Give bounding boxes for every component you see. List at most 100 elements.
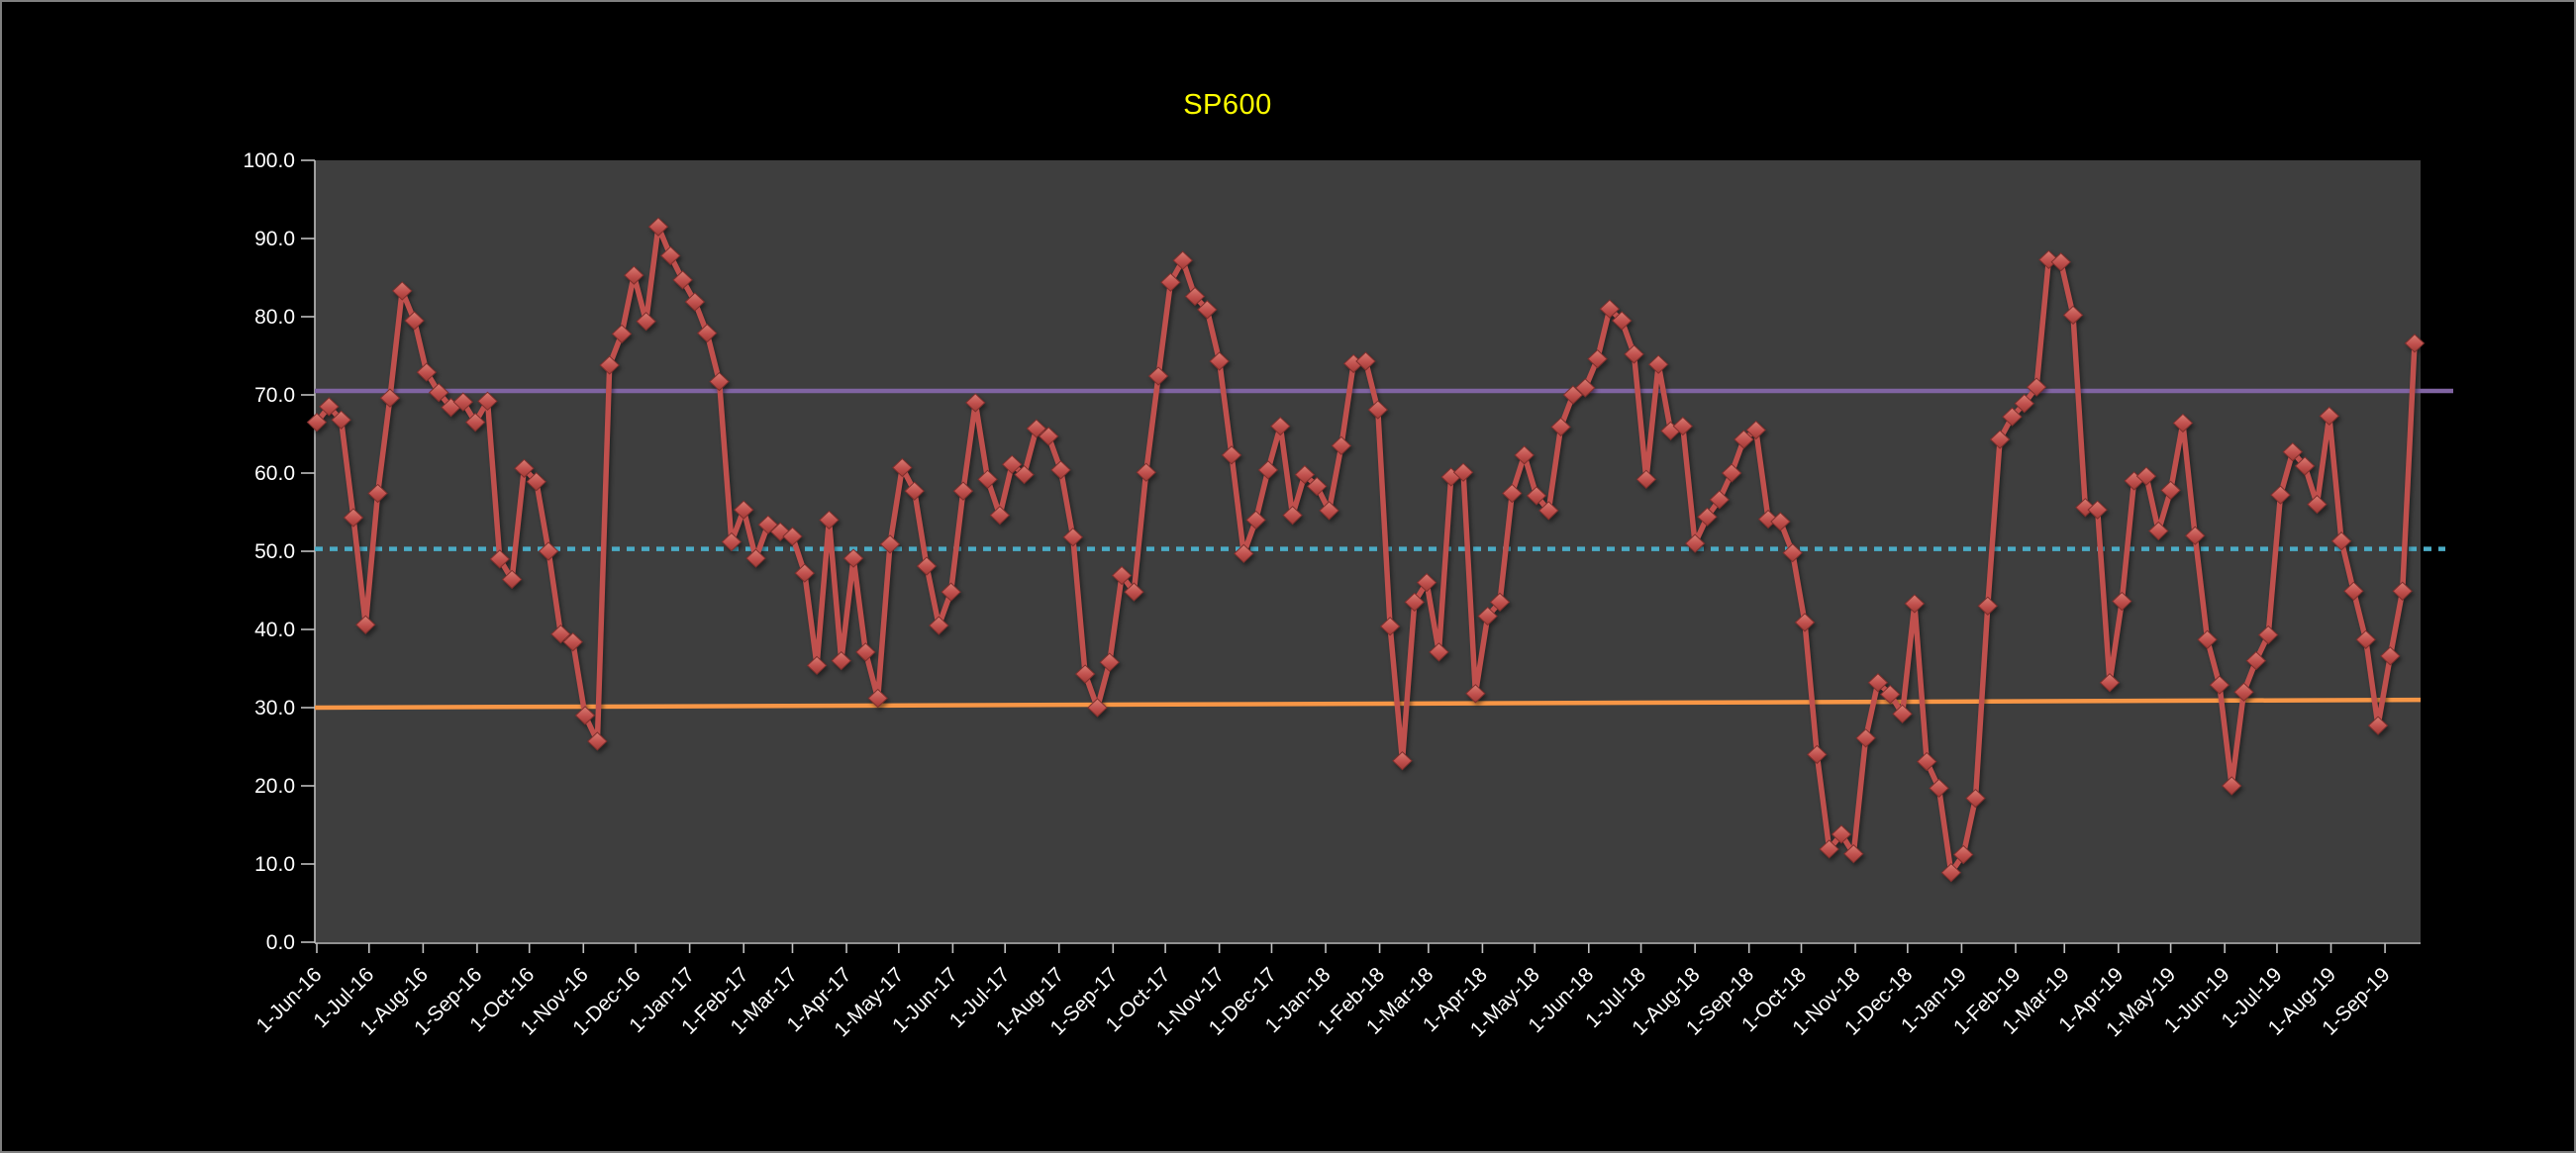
data-point-marker[interactable] — [819, 510, 840, 530]
data-point-marker[interactable] — [745, 548, 766, 568]
data-point-marker[interactable] — [1672, 416, 1694, 436]
data-point-marker[interactable] — [1221, 445, 1242, 465]
data-point-marker[interactable] — [952, 481, 974, 501]
data-point-marker[interactable] — [2026, 377, 2047, 397]
data-point-marker[interactable] — [489, 549, 511, 569]
data-point-marker[interactable] — [1465, 684, 1486, 704]
data-point-marker[interactable] — [1647, 354, 1669, 374]
data-point-marker[interactable] — [2160, 480, 2181, 501]
data-point-marker[interactable] — [1002, 454, 1023, 474]
data-point-marker[interactable] — [697, 323, 718, 343]
data-point-marker[interactable] — [1892, 704, 1913, 724]
data-point-marker[interactable] — [855, 642, 876, 662]
data-point-marker[interactable] — [1538, 501, 1559, 521]
data-point-marker[interactable] — [806, 655, 828, 676]
data-point-marker[interactable] — [929, 616, 949, 635]
data-point-marker[interactable] — [1575, 378, 1596, 398]
data-point-marker[interactable] — [1562, 385, 1584, 405]
data-point-marker[interactable] — [1429, 642, 1449, 662]
data-point-marker[interactable] — [1526, 486, 1547, 506]
data-point-marker[interactable] — [526, 472, 546, 492]
data-point-marker[interactable] — [2221, 776, 2242, 796]
data-point-marker[interactable] — [1794, 613, 1816, 632]
data-point-marker[interactable] — [1916, 751, 1937, 772]
data-point-marker[interactable] — [1624, 344, 1644, 364]
data-point-marker[interactable] — [1136, 462, 1156, 482]
data-point-marker[interactable] — [1197, 300, 1218, 320]
data-point-marker[interactable] — [721, 531, 743, 552]
data-point-marker[interactable] — [1355, 351, 1376, 371]
data-point-marker[interactable] — [1477, 606, 1498, 626]
data-point-marker[interactable] — [2355, 629, 2376, 649]
data-point-marker[interactable] — [2197, 629, 2218, 649]
data-point-marker[interactable] — [379, 388, 401, 408]
data-point-marker[interactable] — [1392, 751, 1413, 771]
data-point-marker[interactable] — [1184, 286, 1206, 307]
data-point-marker[interactable] — [2380, 646, 2401, 666]
data-point-marker[interactable] — [1489, 592, 1511, 613]
data-point-marker[interactable] — [2319, 406, 2339, 427]
data-point-marker[interactable] — [794, 563, 816, 583]
data-point-marker[interactable] — [2087, 500, 2108, 520]
data-point-marker[interactable] — [2062, 305, 2084, 326]
data-point-marker[interactable] — [1880, 684, 1901, 705]
data-point-marker[interactable] — [1684, 533, 1706, 553]
data-point-marker[interactable] — [1050, 460, 1071, 480]
data-point-marker[interactable] — [2050, 252, 2071, 272]
data-point-marker[interactable] — [1611, 311, 1633, 331]
data-point-marker[interactable] — [977, 469, 998, 490]
data-point-marker[interactable] — [1952, 844, 1974, 865]
data-point-marker[interactable] — [1940, 863, 1962, 883]
data-point-marker[interactable] — [1867, 673, 1889, 693]
data-point-marker[interactable] — [1452, 462, 1474, 482]
data-point-marker[interactable] — [1331, 435, 1352, 456]
data-point-marker[interactable] — [1038, 427, 1059, 446]
data-point-marker[interactable] — [1514, 445, 1535, 465]
data-point-marker[interactable] — [1160, 272, 1181, 292]
data-point-marker[interactable] — [757, 515, 779, 534]
data-point-marker[interactable] — [574, 706, 596, 725]
data-point-marker[interactable] — [941, 582, 961, 602]
data-point-marker[interactable] — [2404, 334, 2426, 353]
data-point-marker[interactable] — [1294, 464, 1316, 485]
data-point-marker[interactable] — [1014, 464, 1035, 485]
data-point-marker[interactable] — [1843, 844, 1864, 864]
data-point-marker[interactable] — [2148, 521, 2169, 541]
sp600-series[interactable] — [306, 217, 2426, 883]
data-point-marker[interactable] — [392, 281, 413, 301]
data-point-marker[interactable] — [647, 217, 669, 237]
data-point-marker[interactable] — [1709, 490, 1730, 510]
data-point-marker[interactable] — [2112, 591, 2132, 612]
data-point-marker[interactable] — [464, 412, 486, 432]
data-point-marker[interactable] — [2172, 413, 2194, 433]
data-point-marker[interactable] — [331, 410, 351, 430]
data-point-marker[interactable] — [1234, 543, 1254, 564]
data-point-marker[interactable] — [452, 392, 474, 412]
data-point-marker[interactable] — [538, 541, 559, 561]
data-point-marker[interactable] — [1550, 417, 1571, 437]
data-point-marker[interactable] — [1416, 572, 1437, 593]
data-point-marker[interactable] — [733, 500, 754, 520]
data-point-marker[interactable] — [2002, 407, 2023, 427]
data-point-marker[interactable] — [965, 393, 986, 413]
data-point-marker[interactable] — [1147, 366, 1169, 386]
data-point-marker[interactable] — [2014, 394, 2034, 414]
data-point-marker[interactable] — [2257, 625, 2279, 645]
data-point-marker[interactable] — [1257, 460, 1279, 480]
data-point-marker[interactable] — [2307, 494, 2328, 515]
data-point-marker[interactable] — [2233, 682, 2254, 702]
data-point-marker[interactable] — [1977, 596, 1999, 616]
data-point-marker[interactable] — [1111, 565, 1133, 586]
data-point-marker[interactable] — [355, 615, 376, 634]
data-point-marker[interactable] — [1587, 348, 1608, 369]
data-point-marker[interactable] — [1367, 400, 1389, 420]
data-point-marker[interactable] — [1855, 728, 1876, 748]
data-point-marker[interactable] — [1379, 617, 1401, 636]
data-point-marker[interactable] — [2294, 456, 2316, 476]
data-point-marker[interactable] — [2038, 249, 2059, 270]
data-point-marker[interactable] — [831, 650, 851, 671]
data-point-marker[interactable] — [2245, 650, 2267, 671]
data-point-marker[interactable] — [550, 625, 571, 644]
data-point-marker[interactable] — [1745, 420, 1766, 440]
